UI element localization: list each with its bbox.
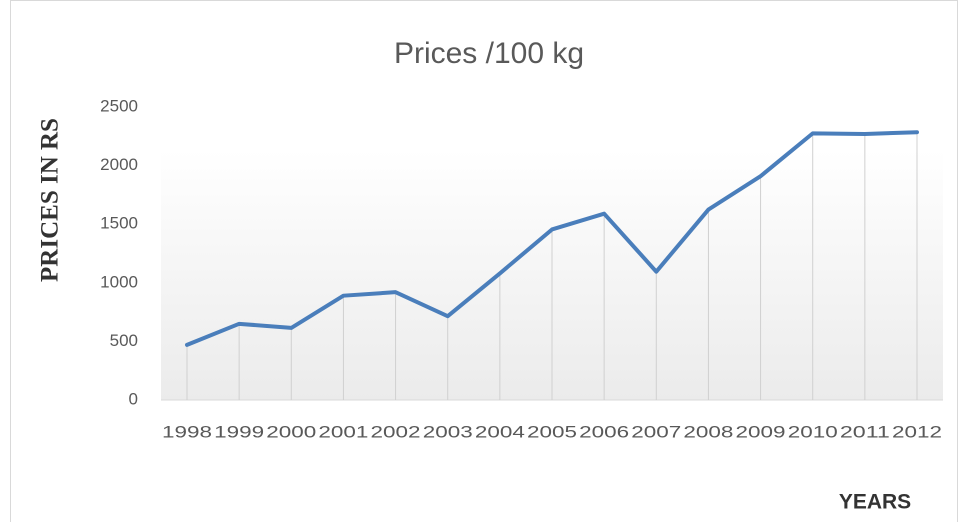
- y-tick-label: 1500: [100, 214, 138, 233]
- y-tick-label: 500: [110, 331, 138, 350]
- x-tick-label: 2000: [266, 422, 316, 441]
- chart-title: Prices /100 kg: [394, 37, 584, 70]
- x-tick-label: 2001: [318, 422, 368, 441]
- line-series: [185, 130, 919, 347]
- x-tick-label: 2010: [788, 422, 838, 441]
- x-tick-label: 2003: [423, 422, 473, 441]
- y-tick-label: 2000: [100, 155, 138, 174]
- x-tick-label: 2008: [683, 422, 733, 441]
- x-tick-label: 1999: [214, 422, 264, 441]
- chart-frame: [10, 0, 958, 522]
- y-tick-label: 0: [129, 389, 138, 408]
- x-tick-label: 2007: [631, 422, 681, 441]
- x-tick-label: 1998: [162, 422, 212, 441]
- x-tick-label: 2002: [371, 422, 421, 441]
- x-tick-label: 2012: [892, 422, 942, 441]
- x-tick-label: 2009: [736, 422, 786, 441]
- x-tick-label: 2005: [527, 422, 577, 441]
- y-tick-label: 2500: [100, 96, 138, 115]
- x-tick-label: 2004: [475, 422, 525, 441]
- x-tick-label: 2011: [840, 422, 890, 441]
- x-tick-label: 2006: [579, 422, 629, 441]
- x-axis-label: YEARS: [839, 491, 911, 514]
- y-axis-label: PRICES IN RS: [37, 118, 64, 282]
- y-tick-label: 1000: [100, 272, 138, 291]
